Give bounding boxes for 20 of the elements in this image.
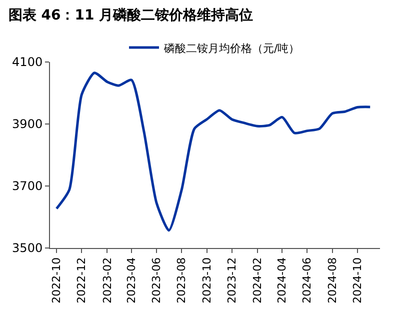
x-tick-label: 2023-06: [150, 257, 164, 304]
x-tick-label: 2023-08: [175, 257, 188, 304]
x-tick-label: 2023-10: [200, 257, 214, 304]
x-tick-label: 2023-02: [100, 257, 114, 304]
chart-title: 图表 46：11 月磷酸二铵价格维持高位: [8, 6, 254, 24]
x-tick-label: 2024-08: [326, 257, 339, 304]
x-tick-label: 2023-12: [225, 257, 238, 304]
line-series: [55, 72, 372, 232]
x-tick-label: 2024-10: [350, 257, 364, 304]
x-tick-label: 2024-04: [276, 257, 289, 304]
x-tick-label: 2022-10: [50, 257, 64, 304]
x-tick-label: 2024-06: [300, 257, 314, 304]
y-tick-label: 3700: [12, 179, 43, 194]
y-tick-label: 4100: [12, 55, 43, 70]
x-tick-label: 2022-12: [75, 257, 88, 304]
y-tick-label: 3500: [12, 241, 43, 256]
y-tick-label: 3900: [12, 117, 43, 132]
x-tick-label: 2024-02: [250, 257, 264, 304]
legend-label: 磷酸二铵月均价格（元/吨）: [163, 42, 300, 55]
x-tick-label: 2023-04: [125, 257, 138, 304]
